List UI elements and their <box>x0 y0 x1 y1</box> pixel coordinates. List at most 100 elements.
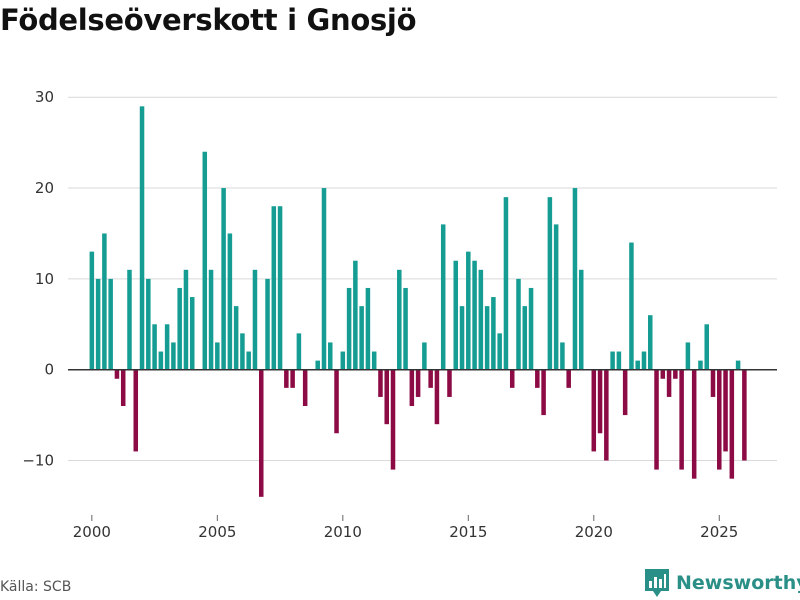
bar[interactable] <box>622 369 628 416</box>
bar[interactable] <box>164 324 170 370</box>
bar[interactable] <box>660 369 666 379</box>
bar[interactable] <box>572 188 578 370</box>
bar[interactable] <box>422 342 427 370</box>
bar[interactable] <box>277 206 283 370</box>
bar[interactable] <box>133 369 139 452</box>
bar[interactable] <box>189 297 195 370</box>
bar[interactable] <box>522 306 528 370</box>
bar[interactable] <box>440 224 446 370</box>
bar[interactable] <box>290 369 295 388</box>
bar[interactable] <box>315 360 320 370</box>
bar[interactable] <box>604 369 609 461</box>
bar[interactable] <box>735 360 741 370</box>
bar[interactable] <box>89 251 95 370</box>
bar[interactable] <box>152 324 157 370</box>
bar[interactable] <box>503 197 509 370</box>
bar[interactable] <box>120 369 126 407</box>
bar[interactable] <box>403 287 408 370</box>
bar[interactable] <box>742 369 747 461</box>
bar[interactable] <box>233 306 239 370</box>
bar[interactable] <box>183 269 189 370</box>
bar[interactable] <box>560 342 565 370</box>
bar[interactable] <box>591 369 597 452</box>
bar[interactable] <box>729 369 735 479</box>
bar[interactable] <box>258 369 264 497</box>
bar[interactable] <box>302 369 308 407</box>
bar[interactable] <box>428 369 433 388</box>
bar[interactable] <box>415 369 421 397</box>
bar[interactable] <box>171 342 176 370</box>
bar[interactable] <box>509 369 515 388</box>
bar[interactable] <box>635 360 640 370</box>
bar[interactable] <box>459 306 465 370</box>
bar[interactable] <box>146 278 151 370</box>
bar[interactable] <box>353 260 358 370</box>
bar[interactable] <box>528 287 534 370</box>
bar[interactable] <box>691 369 697 479</box>
bar[interactable] <box>717 369 722 470</box>
bar[interactable] <box>158 351 164 370</box>
bar[interactable] <box>246 351 251 370</box>
bar[interactable] <box>547 197 553 370</box>
bar[interactable] <box>227 233 233 370</box>
bar[interactable] <box>177 287 182 370</box>
bar[interactable] <box>321 188 327 370</box>
bar[interactable] <box>535 369 540 388</box>
bar[interactable] <box>240 333 245 370</box>
bar[interactable] <box>647 315 653 370</box>
bar[interactable] <box>397 269 402 370</box>
bar[interactable] <box>478 269 484 370</box>
bar[interactable] <box>704 324 709 370</box>
bar[interactable] <box>597 369 603 434</box>
bar[interactable] <box>271 206 277 370</box>
bar[interactable] <box>127 269 132 370</box>
bar[interactable] <box>610 351 615 370</box>
bar[interactable] <box>265 278 270 370</box>
bar[interactable] <box>434 369 440 425</box>
bar[interactable] <box>541 369 546 416</box>
bar[interactable] <box>334 369 339 434</box>
bar[interactable] <box>666 369 672 397</box>
bar[interactable] <box>654 369 659 470</box>
bar[interactable] <box>578 269 584 370</box>
bar[interactable] <box>472 260 477 370</box>
bar[interactable] <box>252 269 258 370</box>
bar[interactable] <box>723 369 728 452</box>
bar[interactable] <box>698 360 703 370</box>
bar[interactable] <box>384 369 389 425</box>
bar[interactable] <box>108 278 113 370</box>
bar[interactable] <box>466 251 471 370</box>
bar[interactable] <box>516 278 521 370</box>
bar[interactable] <box>221 188 226 370</box>
bar[interactable] <box>484 306 490 370</box>
newsworthy-brand[interactable]: Newsworthy <box>644 568 800 598</box>
bar[interactable] <box>629 242 634 370</box>
bar[interactable] <box>139 106 145 370</box>
bar[interactable] <box>685 342 691 370</box>
bar[interactable] <box>679 369 684 470</box>
bar[interactable] <box>340 351 346 370</box>
bar[interactable] <box>114 369 120 379</box>
bar[interactable] <box>378 369 383 397</box>
bar[interactable] <box>497 333 502 370</box>
bar[interactable] <box>491 297 496 370</box>
bar[interactable] <box>296 333 302 370</box>
bar[interactable] <box>409 369 415 407</box>
bar[interactable] <box>359 306 364 370</box>
bar[interactable] <box>365 287 371 370</box>
bar[interactable] <box>102 233 107 370</box>
bar[interactable] <box>328 342 333 370</box>
bar[interactable] <box>95 278 101 370</box>
bar[interactable] <box>208 269 214 370</box>
bar[interactable] <box>641 351 647 370</box>
bar[interactable] <box>553 224 559 370</box>
bar[interactable] <box>566 369 571 388</box>
bar[interactable] <box>346 287 352 370</box>
bar[interactable] <box>616 351 622 370</box>
bar[interactable] <box>284 369 289 388</box>
bar[interactable] <box>202 151 208 370</box>
bar[interactable] <box>453 260 459 370</box>
bar[interactable] <box>215 342 220 370</box>
bar[interactable] <box>390 369 396 470</box>
bar[interactable] <box>371 351 377 370</box>
